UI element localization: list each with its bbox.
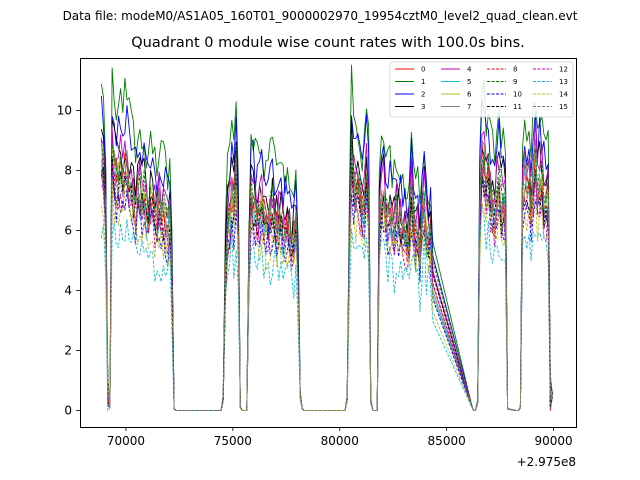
legend-box [389,61,574,118]
legend-label-1: 1 [421,78,425,86]
legend-label-6: 6 [467,91,472,99]
y-tick-label: 8 [64,164,72,178]
legend-label-13: 13 [559,78,568,86]
y-tick-label: 0 [64,404,72,418]
legend-label-3: 3 [421,103,425,111]
x-tick-label: 70000 [107,434,145,448]
series-line-15 [100,154,553,411]
legend-label-4: 4 [467,66,472,74]
x-tick-label: 80000 [321,434,359,448]
y-axis: 0 2 4 6 8 10 [57,104,80,418]
legend-label-7: 7 [467,103,471,111]
y-tick-label: 4 [64,284,72,298]
legend-label-2: 2 [421,91,425,99]
y-tick-label: 6 [64,224,72,238]
series-layer [100,64,553,411]
series-line-13 [100,205,553,411]
legend-label-10: 10 [513,91,522,99]
figure-suptitle: Data file: modeM0/AS1A05_160T01_90000029… [62,9,578,23]
chart-title: Quadrant 0 module wise count rates with … [131,35,525,51]
legend-label-14: 14 [559,91,568,99]
series-line-9 [100,134,553,411]
x-axis: 70000 75000 80000 85000 90000 [107,427,573,448]
series-line-6 [100,148,553,411]
series-line-11 [100,155,553,411]
legend-label-11: 11 [513,103,522,111]
x-axis-offset-label: +2.975e8 [517,455,576,469]
legend-label-9: 9 [513,78,517,86]
y-tick-label: 10 [57,104,72,118]
x-tick-label: 90000 [534,434,572,448]
axes-frame [80,58,577,428]
y-tick-label: 2 [64,344,72,358]
legend-label-5: 5 [467,78,471,86]
series-line-7 [100,137,553,411]
legend-label-12: 12 [559,66,568,74]
x-tick-label: 85000 [428,434,466,448]
legend-label-0: 0 [421,66,425,74]
legend-label-8: 8 [513,66,517,74]
x-tick-label: 75000 [214,434,252,448]
legend-label-15: 15 [559,103,568,111]
